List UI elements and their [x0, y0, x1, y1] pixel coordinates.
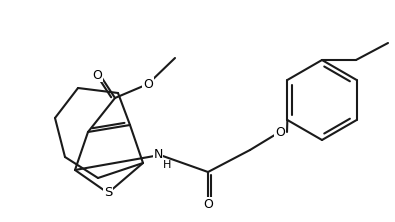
Text: O: O [143, 77, 153, 91]
Text: H: H [163, 160, 171, 170]
Text: O: O [275, 127, 285, 139]
Text: S: S [104, 186, 112, 200]
Text: O: O [92, 69, 102, 81]
Text: N: N [153, 149, 163, 161]
Text: O: O [203, 198, 213, 210]
